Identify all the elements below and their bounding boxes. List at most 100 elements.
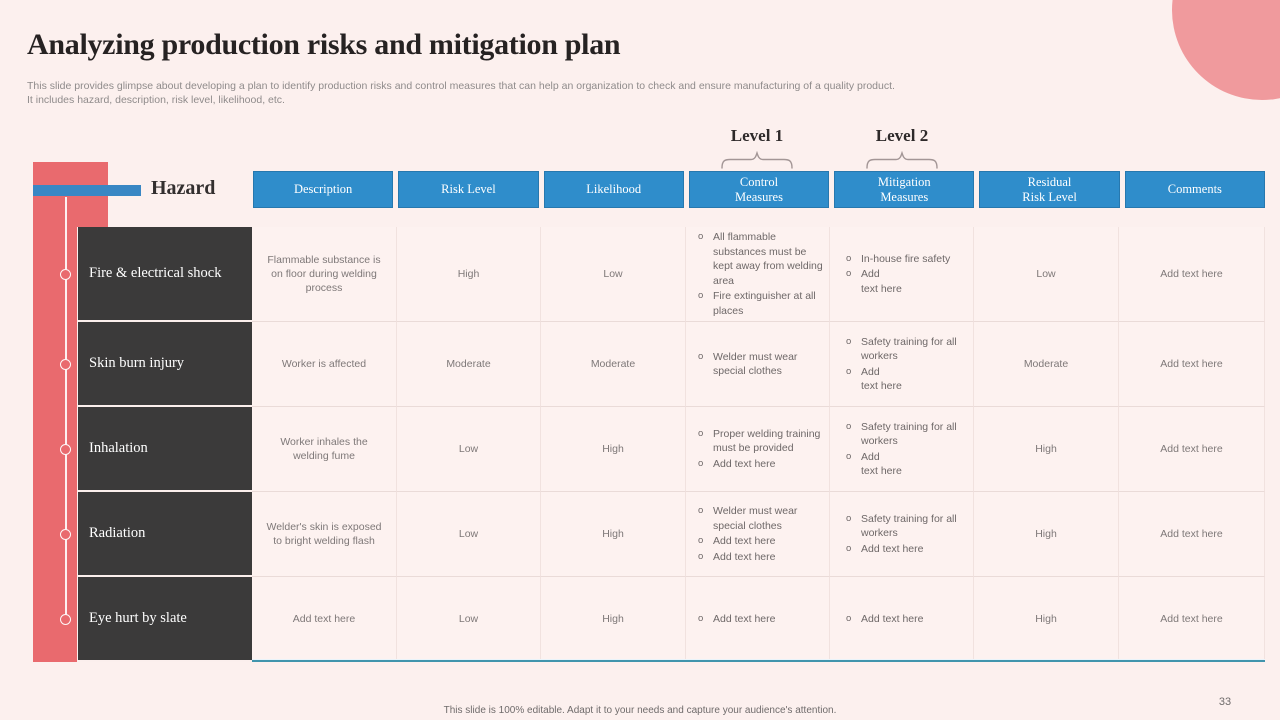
column-header-risk-level[interactable]: Risk Level	[398, 171, 539, 208]
bullet-marker-icon: o	[846, 420, 852, 432]
column-header-residual-risk-level[interactable]: Residual Risk Level	[979, 171, 1120, 208]
bullet-item: o Add text here	[846, 267, 967, 296]
bullet-item: o Safety training for all workers	[846, 420, 967, 449]
comments-text: Add text here	[1160, 613, 1223, 625]
control-measures-cell: o Proper welding training must be provide…	[686, 407, 830, 492]
bullet-marker-icon: o	[698, 535, 704, 546]
bullet-text: Add text here	[713, 550, 776, 563]
mitigation-measures-cell: o Safety training for all workers o Add tex…	[830, 492, 974, 577]
mitigation-measures-cell: o Safety training for all workers o Add tex…	[830, 407, 974, 492]
bullet-text: Fire extinguisher at all places	[713, 290, 816, 317]
likelihood-cell: Low	[541, 227, 686, 322]
table-underline	[252, 659, 1265, 662]
level1-label: Level 1	[730, 126, 784, 145]
comments-cell: Add text here	[1119, 577, 1265, 662]
description-cell: Welder's skin is exposed to bright weldi…	[252, 492, 397, 577]
bullet-item: o Safety training for all workers	[846, 335, 967, 364]
column-header-comments[interactable]: Comments	[1124, 171, 1265, 208]
risk-level-cell: Moderate	[397, 322, 541, 407]
description-text: Worker is affected	[281, 358, 367, 370]
likelihood-text: High	[602, 528, 624, 540]
bullet-text: Add text here	[713, 612, 776, 625]
bullet-item: o Add text here	[846, 612, 967, 627]
residual-risk-cell: Moderate	[974, 322, 1119, 407]
bullet-marker-icon: o	[698, 612, 704, 624]
control-measures-cell: o Welder must wear special clothes	[686, 322, 830, 407]
description-text: Flammable substance is on floor during w…	[267, 254, 381, 294]
risk-level-text: Low	[458, 443, 479, 455]
level2-label: Level 2	[875, 126, 929, 145]
bullet-item: o Add text here	[698, 612, 823, 627]
bullet-marker-icon: o	[698, 550, 704, 562]
bullet-marker-icon: o	[698, 290, 704, 301]
bullet-marker-icon: o	[698, 427, 704, 439]
row-marker-dot	[60, 359, 71, 370]
comments-text: Add text here	[1160, 268, 1223, 280]
corner-circle-decoration	[1172, 0, 1280, 100]
risk-level-text: Low	[458, 613, 479, 625]
column-header-likelihood[interactable]: Likelihood	[543, 171, 684, 208]
row-marker-dot	[60, 444, 71, 455]
footer-note: This slide is 100% editable. Adapt it to…	[443, 705, 837, 716]
mitigation-measures-cell: o In-house fire safety o Add text here	[830, 227, 974, 322]
residual-risk-cell: High	[974, 407, 1119, 492]
bullet-item: o Add text here	[698, 534, 823, 549]
bullet-text: Proper welding training must be provided	[713, 427, 821, 455]
control-measures-cell: o Welder must wear special clothes o Add te…	[686, 492, 830, 577]
bullet-marker-icon: o	[698, 231, 704, 242]
description-cell: Worker is affected	[252, 322, 397, 407]
page-title: Analyzing production risks and mitigatio…	[27, 28, 621, 61]
comments-cell: Add text here	[1119, 227, 1265, 322]
hazard-connector-line	[65, 197, 67, 621]
bullet-item: o In-house fire safety	[846, 252, 967, 267]
description-cell: Add text here	[252, 577, 397, 662]
comments-text: Add text here	[1160, 358, 1223, 370]
hazard-cell: Skin burn injury	[78, 322, 252, 407]
bullet-item: o Fire extinguisher at all places	[698, 289, 823, 318]
bullet-text: Add text here	[861, 612, 924, 625]
column-header-control-measures[interactable]: Control Measures	[688, 171, 830, 208]
bullet-marker-icon: o	[698, 505, 704, 516]
bullet-marker-icon: o	[698, 350, 704, 362]
bullet-item: o Add text here	[698, 550, 823, 565]
hazard-text: Inhalation	[89, 440, 148, 456]
likelihood-cell: High	[541, 577, 686, 662]
comments-cell: Add text here	[1119, 322, 1265, 407]
row-marker-dot	[60, 269, 71, 280]
description-text: Add text here	[292, 613, 356, 625]
hazard-text: Skin burn injury	[89, 355, 185, 371]
likelihood-cell: Moderate	[541, 322, 686, 407]
comments-text: Add text here	[1160, 443, 1223, 455]
residual-risk-text: High	[1035, 528, 1057, 540]
bullet-item: o Safety training for all workers	[846, 512, 967, 541]
bullet-marker-icon: o	[846, 335, 852, 347]
column-header-mitigation-measures[interactable]: Mitigation Measures	[834, 171, 975, 208]
comments-text: Add text here	[1160, 528, 1223, 540]
bullet-marker-icon: o	[698, 457, 704, 469]
risk-level-cell: Low	[397, 492, 541, 577]
hazard-column-title: Hazard	[151, 177, 216, 199]
bullet-marker-icon: o	[846, 612, 852, 624]
row-marker-dot	[60, 614, 71, 625]
bullet-text: Safety training for all workers	[861, 335, 957, 363]
likelihood-cell: High	[541, 407, 686, 492]
bullet-text: Add text here	[713, 457, 776, 470]
residual-risk-text: Moderate	[1023, 358, 1069, 370]
column-header-description[interactable]: Description	[253, 171, 394, 208]
risk-level-cell: Low	[397, 407, 541, 492]
mitigation-measures-cell: o Safety training for all workers o Add tex…	[830, 322, 974, 407]
bullet-item: o Proper welding training must be provide…	[698, 427, 823, 456]
risk-level-cell: High	[397, 227, 541, 322]
bullet-text: In-house fire safety	[861, 252, 951, 265]
row-marker-dot	[60, 529, 71, 540]
residual-risk-text: Low	[1036, 268, 1056, 280]
control-measures-cell: o All flammable substances must be kept a…	[686, 227, 830, 322]
bullet-item: o Add text here	[698, 457, 823, 472]
risk-level-text: High	[457, 268, 480, 280]
bullet-text: Welder must wear special clothes	[713, 505, 798, 532]
hazard-red-band	[33, 162, 77, 662]
level1-brace-icon	[721, 151, 793, 169]
residual-risk-text: High	[1035, 443, 1057, 455]
bullet-item: o All flammable substances must be kept a…	[698, 230, 823, 288]
bullet-text: Add text here	[861, 365, 902, 393]
